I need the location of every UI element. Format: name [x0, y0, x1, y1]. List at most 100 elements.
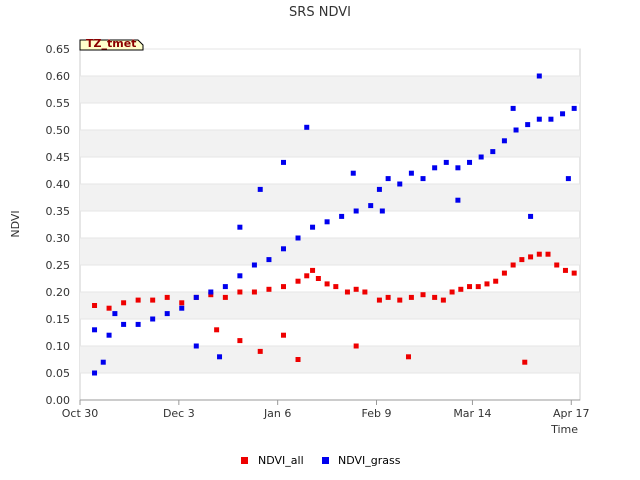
point-ndvi-all	[449, 289, 455, 295]
point-ndvi-all	[208, 292, 214, 298]
point-ndvi-grass	[92, 327, 98, 333]
point-ndvi-grass	[513, 127, 519, 133]
point-ndvi-grass	[560, 111, 566, 117]
x-tick-label: Jan 6	[263, 407, 291, 420]
point-ndvi-all	[545, 251, 551, 257]
point-ndvi-grass	[179, 305, 185, 311]
point-ndvi-grass	[420, 176, 426, 182]
y-tick-label: 0.50	[46, 124, 71, 137]
point-ndvi-grass	[443, 159, 449, 165]
plot-band	[80, 238, 580, 265]
point-ndvi-grass	[528, 213, 534, 219]
point-ndvi-grass	[112, 311, 118, 317]
point-ndvi-grass	[455, 165, 461, 171]
plot-band	[80, 346, 580, 373]
point-ndvi-grass	[510, 105, 516, 111]
legend-label-ndvi-all: NDVI_all	[258, 454, 304, 467]
point-ndvi-grass	[217, 354, 223, 360]
point-ndvi-grass	[100, 359, 106, 365]
point-ndvi-all	[510, 262, 516, 268]
y-tick-label: 0.65	[46, 43, 71, 56]
legend-swatch-ndvi-all	[241, 457, 248, 464]
point-ndvi-all	[150, 297, 156, 303]
point-ndvi-all	[385, 294, 391, 300]
point-ndvi-all	[304, 273, 310, 279]
point-ndvi-all	[467, 284, 473, 290]
y-tick-label: 0.30	[46, 232, 71, 245]
point-ndvi-all	[405, 354, 411, 360]
point-ndvi-all	[420, 292, 426, 298]
legend-label-ndvi-grass: NDVI_grass	[338, 454, 401, 467]
y-tick-label: 0.25	[46, 259, 71, 272]
point-ndvi-all	[106, 305, 112, 311]
point-ndvi-all	[214, 327, 220, 333]
point-ndvi-all	[179, 300, 185, 306]
plot-band	[80, 184, 580, 211]
point-ndvi-grass	[339, 213, 345, 219]
point-ndvi-grass	[304, 124, 310, 130]
x-tick-label: Dec 3	[163, 407, 195, 420]
point-ndvi-all	[344, 289, 350, 295]
point-ndvi-grass	[408, 170, 414, 176]
point-ndvi-all	[519, 257, 525, 263]
point-ndvi-all	[571, 270, 577, 276]
y-tick-label: 0.45	[46, 151, 71, 164]
point-ndvi-grass	[490, 149, 496, 155]
y-tick-label: 0.35	[46, 205, 71, 218]
legend-swatch-ndvi-grass	[322, 457, 329, 464]
plot-background	[79, 48, 581, 401]
series-ndvi-all	[92, 251, 577, 365]
point-ndvi-grass	[106, 332, 112, 338]
point-ndvi-grass	[548, 116, 554, 122]
y-tick-label: 0.60	[46, 70, 71, 83]
point-ndvi-grass	[455, 197, 461, 203]
point-ndvi-all	[376, 297, 382, 303]
point-ndvi-grass	[536, 73, 542, 79]
point-ndvi-all	[251, 289, 257, 295]
point-ndvi-all	[440, 297, 446, 303]
legend: NDVI_all NDVI_grass	[241, 454, 401, 467]
point-ndvi-grass	[467, 159, 473, 165]
plot-area	[79, 48, 581, 401]
point-ndvi-all	[237, 338, 243, 344]
point-ndvi-all	[353, 343, 359, 349]
point-ndvi-all	[237, 289, 243, 295]
y-tick-label: 0.40	[46, 178, 71, 191]
x-tick-label: Oct 30	[62, 407, 99, 420]
point-ndvi-grass	[432, 165, 438, 171]
point-ndvi-all	[562, 267, 568, 273]
point-ndvi-all	[310, 267, 316, 273]
site-badge-shape	[79, 39, 144, 51]
point-ndvi-grass	[237, 273, 243, 279]
y-tick-label: 0.15	[46, 313, 71, 326]
point-ndvi-grass	[222, 284, 228, 290]
point-ndvi-all	[362, 289, 368, 295]
point-ndvi-grass	[350, 170, 356, 176]
point-ndvi-grass	[525, 122, 531, 128]
point-ndvi-grass	[501, 138, 507, 144]
x-tick-label: Feb 9	[362, 407, 392, 420]
point-ndvi-grass	[257, 186, 263, 192]
point-ndvi-grass	[565, 176, 571, 182]
point-ndvi-grass	[353, 208, 359, 214]
plot-band	[80, 130, 580, 157]
point-ndvi-all	[280, 284, 286, 290]
point-ndvi-all	[222, 294, 228, 300]
point-ndvi-all	[353, 286, 359, 292]
point-ndvi-grass	[368, 203, 374, 209]
point-ndvi-grass	[280, 246, 286, 252]
x-tick-label: Mar 14	[453, 407, 491, 420]
x-tick-label: Apr 17	[553, 407, 590, 420]
point-ndvi-grass	[536, 116, 542, 122]
point-ndvi-grass	[310, 224, 316, 230]
y-tick-label: 0.00	[46, 394, 71, 407]
point-ndvi-all	[397, 297, 403, 303]
point-ndvi-grass	[379, 208, 385, 214]
point-ndvi-all	[501, 270, 507, 276]
point-ndvi-grass	[385, 176, 391, 182]
point-ndvi-grass	[208, 289, 214, 295]
point-ndvi-all	[528, 254, 534, 260]
point-ndvi-grass	[478, 154, 484, 160]
x-axis-title: Time	[550, 423, 578, 436]
point-ndvi-all	[475, 284, 481, 290]
